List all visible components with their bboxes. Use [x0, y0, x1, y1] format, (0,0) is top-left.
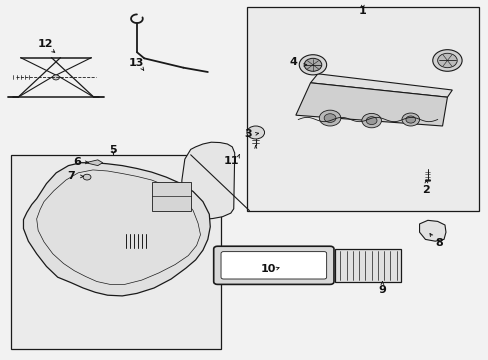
Text: 8: 8 — [434, 238, 442, 248]
Circle shape — [405, 116, 415, 123]
Circle shape — [437, 53, 456, 68]
Text: 9: 9 — [378, 285, 386, 295]
Circle shape — [83, 174, 91, 180]
Bar — [335, 249, 401, 282]
Polygon shape — [419, 220, 445, 241]
Circle shape — [432, 50, 461, 71]
Circle shape — [299, 55, 326, 75]
Polygon shape — [310, 74, 451, 97]
Circle shape — [52, 75, 60, 80]
Circle shape — [366, 117, 376, 125]
Bar — [11, 155, 221, 349]
Circle shape — [304, 58, 321, 71]
Bar — [246, 7, 478, 211]
Text: 10: 10 — [260, 264, 275, 274]
Polygon shape — [181, 142, 234, 220]
Polygon shape — [85, 160, 102, 166]
Text: 11: 11 — [224, 156, 239, 166]
Text: 1: 1 — [358, 6, 366, 16]
FancyBboxPatch shape — [213, 246, 333, 284]
Circle shape — [401, 113, 419, 126]
Text: 13: 13 — [128, 58, 144, 68]
Polygon shape — [23, 163, 210, 296]
FancyBboxPatch shape — [221, 252, 326, 279]
Text: 12: 12 — [37, 39, 53, 49]
Circle shape — [319, 110, 340, 126]
Text: 2: 2 — [422, 185, 429, 195]
Circle shape — [361, 113, 381, 128]
Polygon shape — [295, 83, 447, 126]
Text: 4: 4 — [289, 57, 297, 67]
Circle shape — [324, 114, 335, 122]
Text: 7: 7 — [67, 171, 75, 181]
Text: 3: 3 — [244, 129, 251, 139]
Text: 5: 5 — [109, 145, 117, 155]
Bar — [151, 182, 190, 211]
Text: 6: 6 — [73, 157, 81, 167]
Circle shape — [246, 126, 264, 139]
